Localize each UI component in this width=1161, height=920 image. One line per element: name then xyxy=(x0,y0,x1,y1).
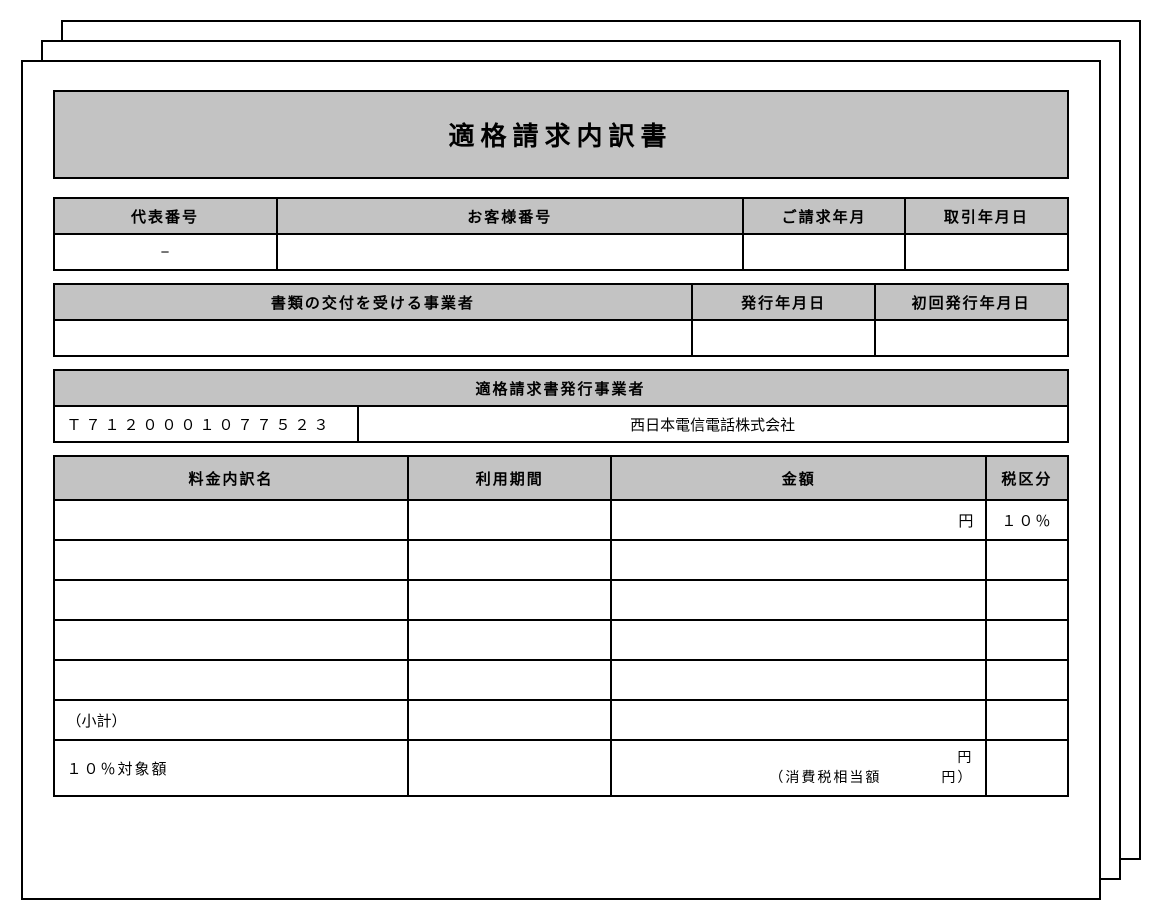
value-issue-date xyxy=(692,320,875,356)
issuer-table: 適格請求書発行事業者 Ｔ７１２０００１０７７５２３ 西日本電信電話株式会社 xyxy=(53,369,1069,443)
tax-line2-suffix: 円） xyxy=(941,769,973,785)
breakdown-item-name xyxy=(54,540,409,580)
header-tax-category: 税区分 xyxy=(986,456,1067,500)
value-customer-number xyxy=(277,234,743,270)
subtotal-tax xyxy=(986,700,1067,740)
header-item-name: 料金内訳名 xyxy=(54,456,409,500)
header-usage-period: 利用期間 xyxy=(408,456,611,500)
document-stack: 適格請求内訳書 代表番号 お客様番号 ご請求年月 取引年月日 − xyxy=(21,20,1141,900)
breakdown-tax-category: １０％ xyxy=(986,500,1067,540)
breakdown-table: 料金内訳名 利用期間 金額 税区分 円１０％ （小計） １０％対象額 円 （消費… xyxy=(53,455,1069,797)
value-transaction-date xyxy=(905,234,1067,270)
breakdown-amount xyxy=(611,580,986,620)
header-rep-number: 代表番号 xyxy=(54,198,277,234)
subtotal-label: （小計） xyxy=(54,700,409,740)
breakdown-usage-period xyxy=(408,500,611,540)
tax-row-label: １０％対象額 xyxy=(54,740,409,796)
breakdown-tax-category xyxy=(986,580,1067,620)
header-recipient: 書類の交付を受ける事業者 xyxy=(54,284,693,320)
value-rep-number: − xyxy=(54,234,277,270)
recipient-table: 書類の交付を受ける事業者 発行年月日 初回発行年月日 xyxy=(53,283,1069,357)
value-billing-month xyxy=(743,234,905,270)
breakdown-usage-period xyxy=(408,540,611,580)
header-first-issue-date: 初回発行年月日 xyxy=(875,284,1068,320)
header-amount: 金額 xyxy=(611,456,986,500)
breakdown-usage-period xyxy=(408,620,611,660)
breakdown-item-name xyxy=(54,660,409,700)
breakdown-usage-period xyxy=(408,660,611,700)
breakdown-tax-category xyxy=(986,660,1067,700)
breakdown-tax-category xyxy=(986,620,1067,660)
tax-amount-line2: （消費税相当額 円） xyxy=(620,768,973,788)
header-billing-month: ご請求年月 xyxy=(743,198,905,234)
header-issuer: 適格請求書発行事業者 xyxy=(54,370,1068,406)
breakdown-amount xyxy=(611,540,986,580)
value-issuer-name: 西日本電信電話株式会社 xyxy=(358,406,1068,442)
breakdown-item-name xyxy=(54,620,409,660)
tax-row-amount: 円 （消費税相当額 円） xyxy=(611,740,986,796)
tax-row-period xyxy=(408,740,611,796)
breakdown-amount: 円 xyxy=(611,500,986,540)
breakdown-item-name xyxy=(54,580,409,620)
breakdown-tax-category xyxy=(986,540,1067,580)
value-recipient xyxy=(54,320,693,356)
breakdown-amount xyxy=(611,660,986,700)
breakdown-item-name xyxy=(54,500,409,540)
value-first-issue-date xyxy=(875,320,1068,356)
subtotal-period xyxy=(408,700,611,740)
header-customer-number: お客様番号 xyxy=(277,198,743,234)
breakdown-usage-period xyxy=(408,580,611,620)
header-transaction-date: 取引年月日 xyxy=(905,198,1067,234)
header-issue-date: 発行年月日 xyxy=(692,284,875,320)
subtotal-amount xyxy=(611,700,986,740)
breakdown-amount xyxy=(611,620,986,660)
value-registration-number: Ｔ７１２０００１０７７５２３ xyxy=(54,406,358,442)
tax-amount-line1: 円 xyxy=(620,748,973,768)
document-title: 適格請求内訳書 xyxy=(53,90,1069,179)
invoice-page: 適格請求内訳書 代表番号 お客様番号 ご請求年月 取引年月日 − xyxy=(21,60,1101,900)
tax-row-category xyxy=(986,740,1067,796)
info-table: 代表番号 お客様番号 ご請求年月 取引年月日 − xyxy=(53,197,1069,271)
tax-line2-prefix: （消費税相当額 xyxy=(769,769,881,785)
